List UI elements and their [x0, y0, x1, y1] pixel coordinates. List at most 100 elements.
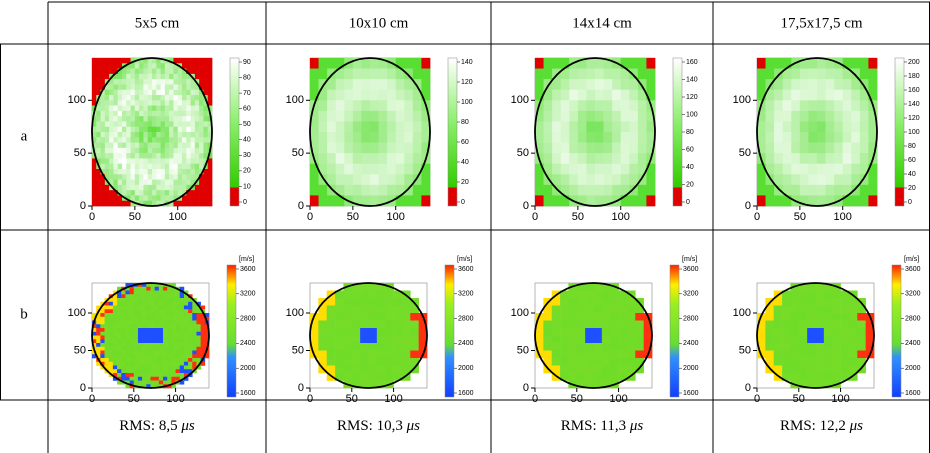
- heatmap-cell: [203, 184, 209, 191]
- heatmap-cell: [113, 142, 119, 149]
- heatmap-cell: [133, 313, 139, 318]
- rms-label: RMS: 8,5 μs: [119, 418, 195, 434]
- heatmap-cell: [167, 376, 172, 381]
- heatmap-cell: [143, 200, 149, 207]
- heatmap-cell: [568, 298, 578, 306]
- heatmap-cell: [173, 200, 179, 207]
- heatmap-cell: [121, 316, 126, 321]
- heatmap-cell: [139, 137, 144, 143]
- heatmap-cell: [200, 339, 206, 344]
- heatmap-cell: [344, 79, 354, 91]
- heatmap-cell: [143, 63, 149, 69]
- heatmap-cell: [109, 79, 114, 85]
- heatmap-cell: [412, 184, 422, 196]
- heatmap-cell: [832, 298, 841, 306]
- heatmap-cell: [117, 361, 122, 366]
- heatmap-cell: [560, 153, 570, 165]
- heatmap-cell: [318, 89, 328, 101]
- heatmap-cell: [96, 116, 101, 122]
- heatmap-cell: [782, 174, 792, 186]
- heatmap-cell: [421, 132, 431, 143]
- heatmap-cell: [200, 328, 206, 333]
- heatmap-cell: [310, 328, 319, 336]
- heatmap-cell: [156, 179, 161, 186]
- heatmap-cell: [318, 305, 328, 314]
- heatmap-cell: [126, 132, 131, 138]
- heatmap-cell: [196, 316, 201, 321]
- y-tick-label: 50: [739, 344, 751, 356]
- heatmap-cell: [133, 369, 139, 374]
- heatmap-cell: [152, 110, 157, 117]
- row-label: a: [21, 128, 28, 144]
- heatmap-cell: [832, 305, 841, 314]
- heatmap-cell: [370, 89, 379, 101]
- heatmap-cell: [126, 137, 131, 143]
- heatmap-cell: [576, 320, 586, 329]
- heatmap-cell: [370, 100, 379, 112]
- heatmap-cell: [782, 121, 792, 133]
- heatmap-cell: [620, 132, 630, 143]
- heatmap-cell: [154, 301, 160, 306]
- heatmap-cell: [139, 184, 144, 191]
- heatmap-cell: [139, 116, 144, 122]
- colorbar-label: 2800: [458, 315, 474, 322]
- heatmap-cell: [552, 184, 562, 196]
- heatmap-cell: [199, 73, 204, 80]
- heatmap-cell: [840, 290, 850, 299]
- heatmap-cell: [368, 335, 378, 344]
- heatmap-cell: [113, 121, 119, 128]
- heatmap-cell: [100, 339, 105, 344]
- heatmap-cell: [158, 369, 164, 374]
- heatmap-cell: [603, 195, 613, 207]
- heatmap-cell: [586, 163, 596, 175]
- heatmap-cell: [125, 339, 130, 344]
- y-tick-label: 100: [68, 307, 86, 319]
- heatmap-cell: [404, 89, 414, 101]
- heatmap-cell: [196, 335, 201, 340]
- heatmap-cell: [401, 365, 411, 374]
- heatmap-cell: [610, 320, 619, 329]
- heatmap-cell: [799, 110, 809, 122]
- heatmap-cell: [190, 132, 196, 138]
- heatmap-cell: [203, 100, 209, 106]
- heatmap-cell: [137, 324, 143, 329]
- y-tick-label: 100: [511, 307, 529, 319]
- heatmap-cell: [593, 350, 603, 359]
- heatmap-cell: [179, 365, 185, 370]
- heatmap-cell: [190, 116, 196, 122]
- heatmap-cell: [137, 376, 143, 381]
- colorbar-label: 3600: [240, 266, 256, 273]
- heatmap-cell: [177, 179, 183, 186]
- heatmap-cell: [177, 174, 183, 180]
- heatmap-cell: [629, 89, 639, 101]
- heatmap-cell: [790, 290, 800, 299]
- heatmap-cell: [175, 328, 181, 333]
- heatmap-cell: [335, 298, 344, 306]
- heatmap-cell: [782, 305, 791, 314]
- heatmap-cell: [160, 95, 166, 101]
- heatmap-cell: [173, 126, 179, 133]
- heatmap-cell: [646, 79, 656, 91]
- heatmap-cell: [868, 132, 878, 143]
- heatmap-cell: [576, 358, 586, 366]
- heatmap-cell: [113, 153, 119, 159]
- heatmap-cell: [175, 339, 181, 344]
- heatmap-cell: [179, 358, 185, 363]
- heatmap-cell: [154, 298, 160, 303]
- heatmap-cell: [569, 132, 579, 143]
- heatmap-cell: [807, 305, 816, 314]
- heatmap-cell: [807, 328, 816, 336]
- heatmap-cell: [626, 298, 636, 306]
- heatmap-cell: [150, 290, 155, 295]
- heatmap-cell: [177, 116, 183, 122]
- heatmap-cell: [177, 132, 183, 138]
- heatmap-cell: [169, 105, 174, 112]
- heatmap-cell: [171, 376, 176, 381]
- rms-unit: μs: [406, 418, 421, 434]
- heatmap-cell: [335, 343, 344, 351]
- heatmap-cell: [335, 328, 344, 336]
- heatmap-cell: [782, 89, 792, 101]
- heatmap-cell: [378, 153, 388, 165]
- heatmap-cell: [169, 126, 174, 133]
